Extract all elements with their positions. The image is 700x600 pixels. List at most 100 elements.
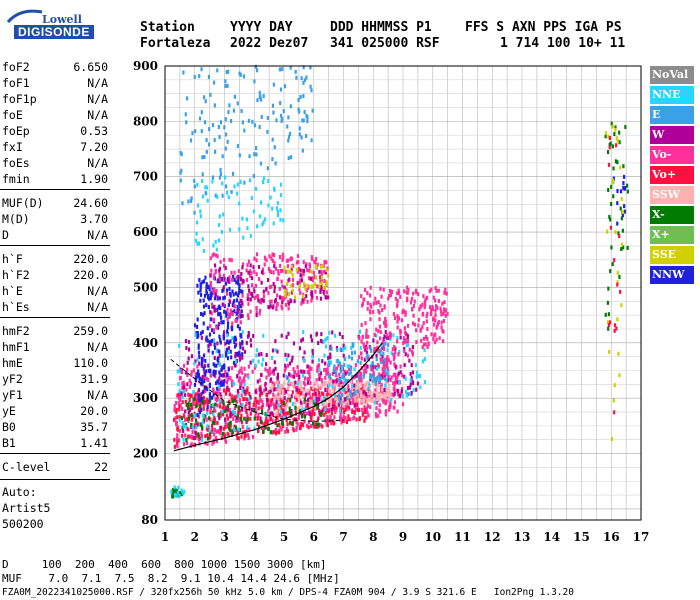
echo-point <box>214 421 217 426</box>
echo-point <box>258 425 261 430</box>
echo-point <box>313 274 316 279</box>
echo-point <box>275 411 279 416</box>
echo-point <box>192 425 196 430</box>
echo-point <box>343 397 346 402</box>
echo-point <box>205 138 208 143</box>
echo-point <box>273 382 276 387</box>
echo-point <box>266 129 269 134</box>
echo-point <box>206 405 209 410</box>
echo-point <box>235 298 239 303</box>
echo-point <box>218 134 221 139</box>
echo-point <box>212 290 216 295</box>
echo-point <box>208 332 212 337</box>
echo-point <box>316 401 319 406</box>
echo-point <box>286 124 289 129</box>
echo-point <box>235 275 238 280</box>
echo-point <box>203 95 206 100</box>
echo-point <box>385 378 388 383</box>
echo-point <box>372 301 376 306</box>
echo-point <box>403 326 407 331</box>
echo-point <box>247 435 250 440</box>
echo-point <box>391 347 394 352</box>
echo-point <box>258 393 262 398</box>
echo-point <box>420 338 423 343</box>
echo-point <box>179 396 182 401</box>
echo-point <box>234 354 237 359</box>
echo-point <box>212 317 216 322</box>
echo-point <box>320 377 323 382</box>
echo-point <box>242 397 245 402</box>
echo-point <box>374 348 377 353</box>
echo-point <box>255 294 258 299</box>
echo-point <box>360 407 363 412</box>
echo-point <box>179 178 182 183</box>
echo-point <box>311 348 314 353</box>
echo-point <box>221 181 224 186</box>
echo-point <box>306 364 309 369</box>
echo-point <box>228 227 232 232</box>
echo-point <box>195 399 198 404</box>
echo-point <box>318 270 321 275</box>
echo-point <box>279 217 282 222</box>
echo-point <box>237 410 240 415</box>
echo-point <box>239 304 243 309</box>
echo-point <box>424 302 427 307</box>
echo-point <box>224 370 227 375</box>
echo-point <box>228 407 231 412</box>
echo-point <box>200 311 203 316</box>
echo-point <box>272 110 275 115</box>
echo-point <box>606 320 610 325</box>
echo-point <box>269 304 272 309</box>
param-name: foF2 <box>2 60 30 74</box>
echo-point <box>311 354 314 359</box>
echo-point <box>241 330 244 335</box>
echo-point <box>400 391 403 396</box>
echo-point <box>366 306 369 311</box>
echo-point <box>354 398 357 403</box>
echo-point <box>238 153 241 158</box>
echo-point <box>243 128 246 133</box>
echo-point <box>209 281 212 286</box>
param-row: fxI 7.20 <box>2 140 108 156</box>
echo-point <box>411 370 415 375</box>
echo-point <box>206 436 210 441</box>
echo-point <box>193 396 196 401</box>
echo-point <box>318 397 321 402</box>
echo-point <box>362 383 365 388</box>
echo-point <box>253 289 256 294</box>
echo-point <box>233 277 236 282</box>
echo-point <box>223 175 227 180</box>
echo-point <box>303 297 306 302</box>
echo-point <box>199 404 202 409</box>
echo-point <box>360 381 363 386</box>
echo-point <box>256 379 259 384</box>
echo-point <box>320 385 323 390</box>
echo-point <box>184 433 187 438</box>
echo-point <box>408 385 411 390</box>
echo-point <box>257 352 261 357</box>
echo-point <box>333 333 337 338</box>
echo-point <box>217 322 220 327</box>
echo-point <box>284 389 288 394</box>
echo-point <box>199 284 202 289</box>
echo-point <box>374 377 377 382</box>
echo-point <box>233 395 236 400</box>
echo-point <box>445 291 448 296</box>
echo-point <box>259 416 262 421</box>
echo-point <box>236 182 240 187</box>
echo-point <box>417 292 420 297</box>
echo-point <box>614 127 617 132</box>
echo-point <box>261 267 265 272</box>
echo-point <box>359 387 362 392</box>
echo-point <box>394 364 397 369</box>
echo-point <box>268 371 271 376</box>
echo-point <box>309 65 312 70</box>
echo-point <box>359 393 363 398</box>
echo-point <box>356 379 359 384</box>
echo-point <box>325 280 328 285</box>
echo-point <box>230 428 233 433</box>
echo-point <box>315 264 318 269</box>
echo-point <box>310 88 313 93</box>
echo-point <box>206 326 209 331</box>
echo-point <box>243 389 246 394</box>
